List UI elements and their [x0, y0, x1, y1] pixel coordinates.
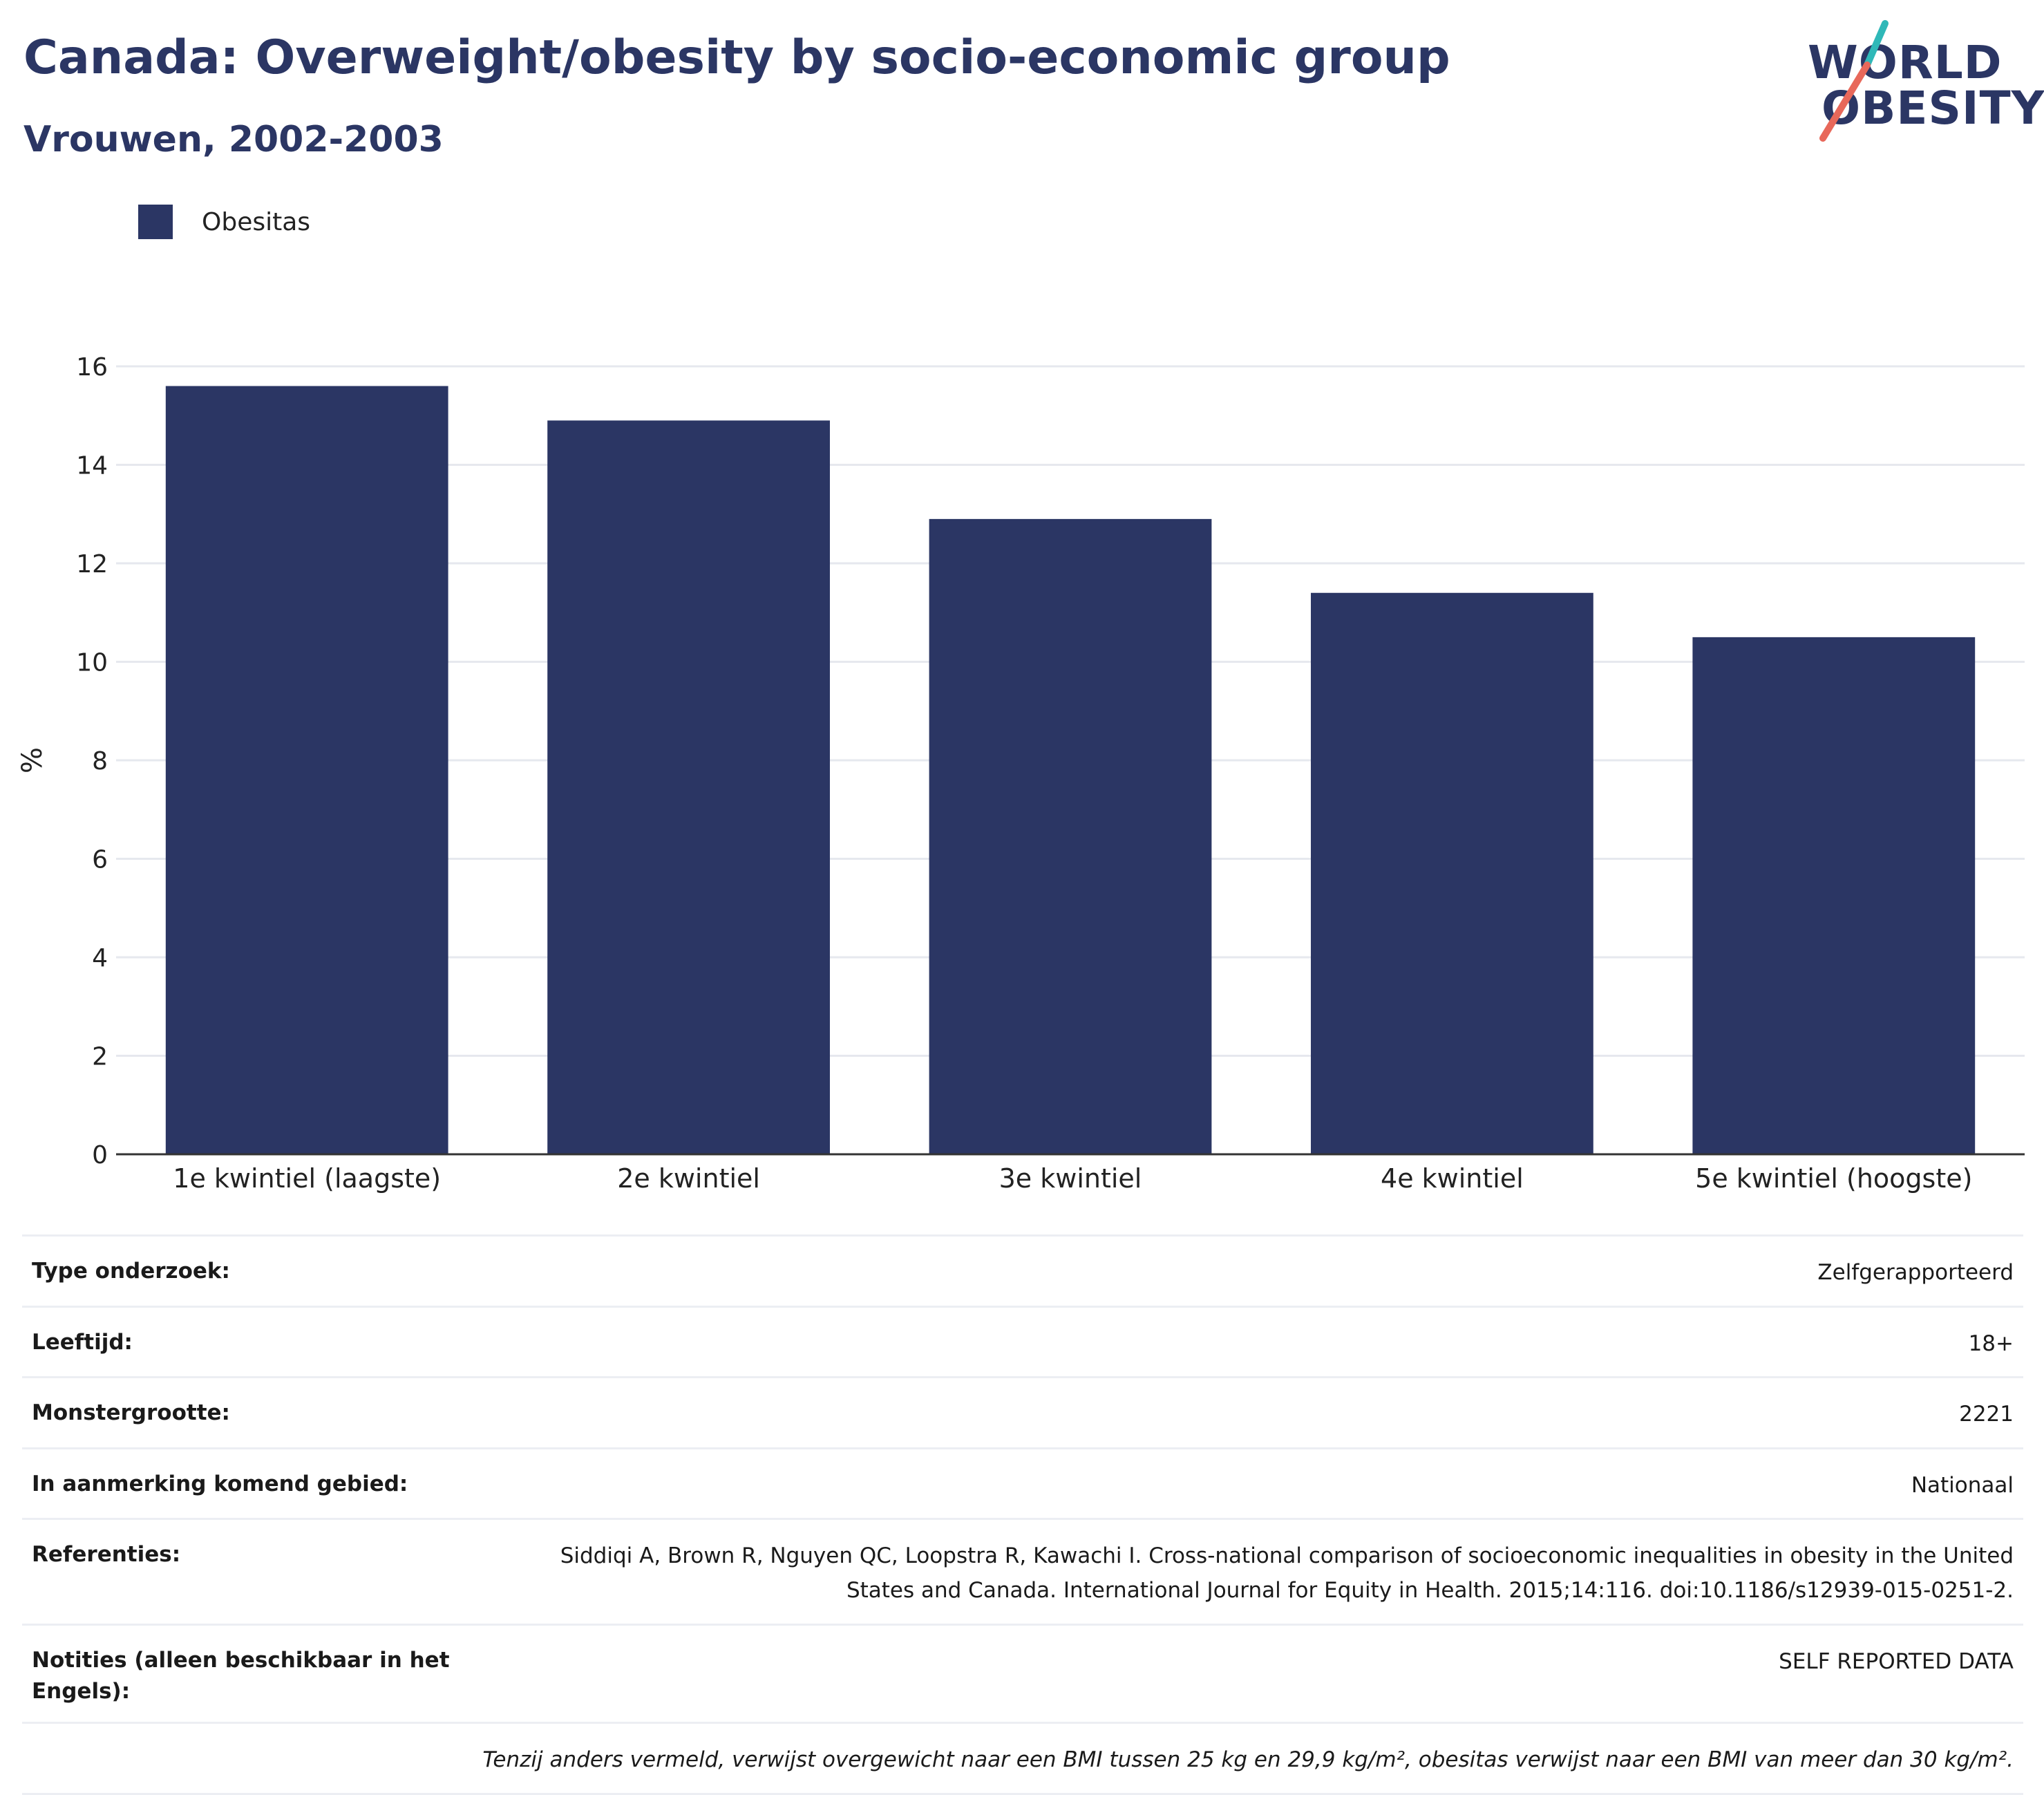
page-title: Canada: Overweight/obesity by socio-econ… [23, 30, 1450, 85]
info-row-type: Type onderzoek: Zelfgerapporteerd [22, 1234, 2023, 1306]
y-tick-label: 2 [92, 1043, 108, 1071]
legend-swatch-obesitas [138, 205, 173, 239]
y-tick-label: 16 [76, 353, 108, 382]
info-value: Zelfgerapporteerd [1817, 1260, 2014, 1285]
legend-label-obesitas: Obesitas [202, 207, 311, 236]
info-value: SELF REPORTED DATA [1779, 1648, 2014, 1674]
info-key: Referenties: [32, 1542, 181, 1568]
world-obesity-logo: WORLD OBESITY [1804, 17, 2044, 148]
y-tick-label: 14 [76, 452, 108, 480]
logo-slash-icon [1819, 20, 1889, 142]
bar-1 [165, 386, 448, 1154]
y-tick-label: 8 [92, 747, 108, 776]
info-row-area: In aanmerking komend gebied: Nationaal [22, 1447, 2023, 1519]
info-key: Type onderzoek: [32, 1259, 230, 1284]
y-tick-label: 4 [92, 944, 108, 972]
info-row-footnote: Tenzij anders vermeld, verwijst overgewi… [22, 1722, 2023, 1795]
info-value: 18+ [1968, 1331, 2014, 1356]
y-axis-label: % [17, 747, 48, 773]
y-tick-label: 0 [92, 1141, 108, 1169]
info-value: 2221 [1959, 1402, 2014, 1427]
info-row-notes: Notities (alleen beschikbaar in het Enge… [22, 1623, 2023, 1722]
x-tick-label: 1e kwintiel (laagste) [173, 1163, 441, 1194]
info-value: Siddiqi A, Brown R, Nguyen QC, Loopstra … [560, 1543, 2014, 1603]
y-tick-label: 10 [76, 649, 108, 677]
x-tick-label: 2e kwintiel [617, 1163, 760, 1194]
bar-4 [1311, 592, 1593, 1154]
x-tick-label: 4e kwintiel [1381, 1163, 1524, 1194]
info-key: Monstergrootte: [32, 1400, 230, 1426]
info-row-sample-size: Monstergrootte: 2221 [22, 1376, 2023, 1447]
info-row-age: Leeftijd: 18+ [22, 1305, 2023, 1377]
info-key: Notities (alleen beschikbaar in het Enge… [32, 1647, 450, 1704]
info-key: In aanmerking komend gebied: [32, 1471, 408, 1496]
info-value: Nationaal [1911, 1472, 2014, 1498]
bar-3 [929, 518, 1212, 1154]
x-tick-label: 5e kwintiel (hoogste) [1695, 1163, 1972, 1194]
chart-legend: Obesitas [138, 205, 310, 239]
bar-chart: 0 2 4 6 8 10 12 14 16 1e kwintiel (laagste) 2e kwi… [17, 353, 2025, 1194]
y-tick-label: 6 [92, 846, 108, 874]
info-key: Leeftijd: [32, 1329, 133, 1355]
logo-text-line1: WORLD [1808, 36, 2003, 89]
bar-2 [547, 420, 830, 1154]
logo-text-line2: OBESITY [1821, 82, 2044, 135]
info-table: Type onderzoek: Zelfgerapporteerd Leefti… [22, 1234, 2023, 1795]
y-tick-label: 12 [76, 550, 108, 579]
info-footnote: Tenzij anders vermeld, verwijst overgewi… [482, 1747, 2014, 1773]
info-row-references: Referenties: Siddiqi A, Brown R, Nguyen … [22, 1518, 2023, 1623]
bar-5 [1692, 637, 1976, 1154]
page-subtitle: Vrouwen, 2002-2003 [23, 119, 444, 160]
x-tick-label: 3e kwintiel [999, 1163, 1142, 1194]
